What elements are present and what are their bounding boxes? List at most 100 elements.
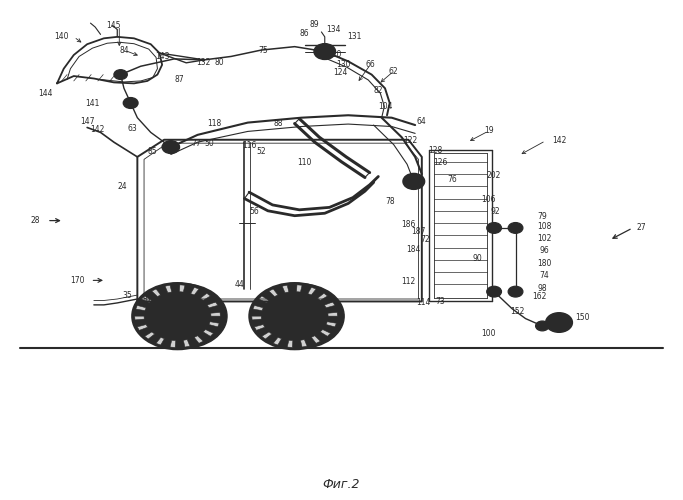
Polygon shape (254, 324, 265, 330)
Text: 202: 202 (487, 170, 501, 179)
Polygon shape (194, 336, 204, 344)
Circle shape (264, 294, 324, 338)
Circle shape (508, 222, 523, 234)
Text: 128: 128 (428, 146, 443, 155)
Text: 174: 174 (266, 318, 281, 327)
Polygon shape (269, 289, 278, 296)
Circle shape (186, 323, 192, 327)
Polygon shape (262, 332, 272, 339)
Text: 100: 100 (482, 329, 496, 338)
Text: 66: 66 (365, 60, 375, 70)
Circle shape (158, 314, 163, 318)
Polygon shape (288, 340, 293, 347)
Circle shape (167, 309, 188, 324)
Circle shape (162, 140, 180, 153)
Circle shape (175, 326, 180, 330)
Polygon shape (200, 294, 210, 300)
Polygon shape (326, 322, 336, 327)
Text: 140: 140 (55, 32, 69, 42)
Text: 162: 162 (532, 292, 546, 301)
Text: 76: 76 (448, 176, 458, 184)
Circle shape (487, 222, 501, 234)
Polygon shape (208, 302, 218, 308)
Circle shape (114, 70, 127, 80)
Text: 152: 152 (510, 306, 525, 316)
Text: 122: 122 (404, 136, 417, 145)
Text: 131: 131 (348, 32, 362, 42)
Text: 56: 56 (249, 208, 260, 216)
Circle shape (309, 314, 314, 318)
Text: 90: 90 (473, 254, 482, 263)
Polygon shape (282, 286, 289, 292)
Text: 114: 114 (417, 298, 431, 307)
Text: 84: 84 (119, 46, 129, 54)
Polygon shape (137, 324, 148, 330)
Text: 52: 52 (256, 148, 266, 156)
Text: 134: 134 (326, 25, 341, 34)
Text: 124: 124 (333, 68, 348, 76)
Polygon shape (141, 296, 152, 303)
Text: 79: 79 (538, 212, 547, 221)
Circle shape (271, 295, 329, 338)
Text: 110: 110 (298, 158, 312, 168)
Text: 130: 130 (336, 60, 351, 70)
Circle shape (191, 314, 197, 318)
Circle shape (487, 286, 501, 297)
Circle shape (163, 306, 168, 310)
Text: 142: 142 (552, 136, 566, 145)
Text: 184: 184 (406, 244, 421, 254)
Polygon shape (296, 285, 302, 292)
Polygon shape (156, 338, 165, 345)
Text: 80: 80 (215, 58, 225, 68)
Polygon shape (180, 285, 185, 292)
Text: 187: 187 (411, 228, 426, 236)
Polygon shape (191, 288, 199, 295)
Polygon shape (211, 312, 221, 316)
Text: 118: 118 (207, 119, 221, 128)
Polygon shape (273, 338, 281, 345)
Circle shape (163, 323, 168, 327)
Text: 126: 126 (434, 158, 448, 168)
Polygon shape (135, 316, 144, 320)
Text: 62: 62 (389, 66, 398, 76)
Polygon shape (209, 322, 219, 327)
Polygon shape (253, 306, 263, 310)
Circle shape (249, 283, 340, 350)
Circle shape (285, 309, 305, 324)
Text: 98: 98 (538, 284, 547, 292)
Text: 64: 64 (417, 116, 427, 126)
Text: 74: 74 (540, 271, 549, 280)
Circle shape (304, 323, 309, 327)
Polygon shape (170, 340, 176, 347)
Text: 28: 28 (30, 216, 40, 225)
Text: 44: 44 (235, 280, 245, 289)
Text: 120: 120 (328, 50, 342, 59)
Polygon shape (318, 294, 327, 300)
Text: 145: 145 (107, 21, 121, 30)
Polygon shape (259, 296, 269, 303)
Text: 92: 92 (490, 208, 500, 216)
Text: 77: 77 (191, 138, 201, 147)
Polygon shape (328, 312, 337, 316)
Polygon shape (165, 286, 171, 292)
Circle shape (280, 323, 285, 327)
Circle shape (139, 284, 227, 348)
Text: 88: 88 (273, 119, 283, 128)
Polygon shape (308, 288, 316, 295)
Text: 19: 19 (484, 126, 494, 136)
Text: 170: 170 (70, 276, 85, 285)
Text: 144: 144 (38, 88, 53, 98)
Text: 86: 86 (300, 29, 309, 38)
Text: 87: 87 (175, 75, 184, 84)
Text: 89: 89 (310, 20, 320, 29)
Text: 116: 116 (242, 140, 257, 149)
Text: 186: 186 (401, 220, 416, 229)
Polygon shape (203, 330, 213, 336)
Polygon shape (301, 340, 307, 347)
Text: 37: 37 (143, 294, 152, 304)
Text: 143: 143 (156, 52, 170, 61)
Circle shape (148, 294, 208, 338)
Text: 85: 85 (148, 148, 158, 156)
Circle shape (546, 312, 572, 332)
Text: 73: 73 (435, 297, 445, 306)
